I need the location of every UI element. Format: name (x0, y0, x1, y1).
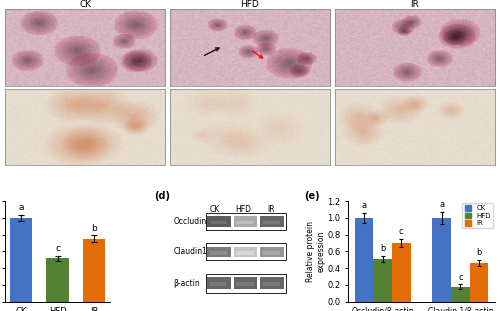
Title: CK: CK (79, 0, 91, 8)
FancyBboxPatch shape (263, 221, 280, 224)
Text: b: b (92, 224, 97, 233)
Text: b: b (476, 248, 482, 257)
Text: b: b (380, 244, 386, 253)
Text: CK: CK (210, 205, 220, 214)
FancyBboxPatch shape (263, 251, 280, 254)
Text: c: c (458, 272, 462, 281)
Text: (d): (d) (154, 191, 170, 201)
FancyBboxPatch shape (263, 282, 280, 286)
Bar (470, 263, 488, 302)
Text: c: c (399, 227, 404, 236)
Text: a: a (362, 201, 366, 210)
FancyBboxPatch shape (210, 251, 227, 254)
Title: IR: IR (410, 0, 420, 8)
Text: a: a (18, 203, 24, 212)
Bar (206, 273, 286, 293)
Bar (206, 243, 286, 260)
Bar (46, 258, 68, 302)
FancyBboxPatch shape (207, 247, 231, 257)
Text: IR: IR (267, 205, 274, 214)
FancyBboxPatch shape (210, 282, 227, 286)
FancyBboxPatch shape (234, 277, 257, 289)
FancyBboxPatch shape (260, 247, 283, 257)
Title: HFD: HFD (240, 0, 260, 8)
Text: a: a (439, 201, 444, 210)
Legend: CK, HFD, IR: CK, HFD, IR (462, 203, 493, 228)
Text: β-actin: β-actin (174, 279, 201, 288)
FancyBboxPatch shape (234, 216, 257, 227)
Bar (451, 286, 469, 302)
FancyBboxPatch shape (207, 277, 231, 289)
Text: HFD: HFD (235, 205, 251, 214)
Bar (374, 259, 392, 302)
FancyBboxPatch shape (236, 251, 254, 254)
FancyBboxPatch shape (210, 221, 227, 224)
Bar (10, 218, 32, 302)
FancyBboxPatch shape (260, 277, 283, 289)
Text: Claudin1: Claudin1 (174, 247, 208, 256)
FancyBboxPatch shape (236, 282, 254, 286)
Text: c: c (55, 244, 60, 253)
FancyBboxPatch shape (234, 247, 257, 257)
Text: Occludin: Occludin (174, 217, 207, 226)
Text: (e): (e) (304, 191, 320, 201)
FancyBboxPatch shape (236, 221, 254, 224)
Bar (354, 218, 374, 302)
Bar (392, 243, 410, 302)
FancyBboxPatch shape (260, 216, 283, 227)
Bar (83, 239, 105, 302)
Y-axis label: Relative protein
expression: Relative protein expression (306, 221, 326, 282)
Bar (206, 213, 286, 230)
Bar (432, 218, 451, 302)
FancyBboxPatch shape (207, 216, 231, 227)
